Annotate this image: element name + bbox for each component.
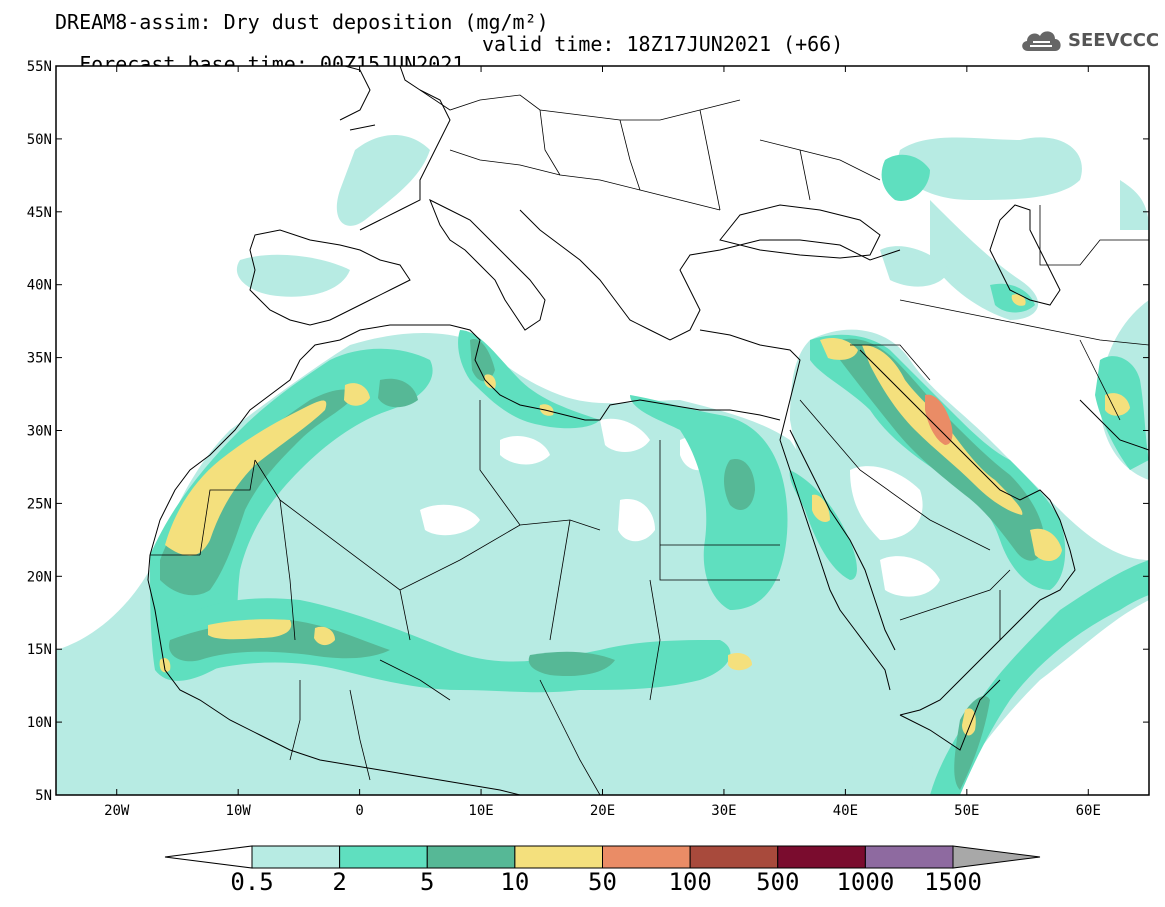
lon-label: 20E [590,803,615,819]
lon-label: 0 [355,803,363,819]
colorbar-max-arrow [952,845,1041,869]
coastlines [147,66,1149,795]
colorbar-swatch [251,845,341,869]
colorbar-label: 2 [332,868,346,896]
colorbar-label: 1000 [836,868,894,896]
colorbar-swatch [864,845,954,869]
seevccc-logo: SEEVCCC [1018,24,1159,56]
colorbar-label: 50 [588,868,617,896]
contour-level-50-100 [925,394,953,445]
lat-label: 50N [27,132,52,148]
lon-label: 10W [226,803,252,819]
contour-gaps [420,418,940,597]
colorbar-swatch [777,845,866,869]
colorbar-label: 10 [500,868,529,896]
colorbar-label: 500 [756,868,799,896]
lat-label: 25N [27,496,52,512]
lat-label: 20N [27,569,52,585]
cloud-icon [1022,31,1061,51]
lon-label: 20W [104,803,130,819]
lat-label: 15N [27,642,52,658]
lon-label: 30E [711,803,736,819]
colorbar-swatch [514,845,603,869]
longitude-axis: 20W 10W 0 10E 20E 30E 40E 50E 60E [104,66,1101,819]
colorbar-swatch [339,845,428,869]
colorbar-swatch [426,845,516,869]
latitude-axis: 55N 50N 45N 40N 35N 30N 25N 20N 15N 10N 5N [27,59,1149,804]
colorbar: 0.5 2 5 10 50 100 500 1000 1500 [164,845,1041,896]
lat-label: 45N [27,205,52,221]
lat-label: 55N [27,59,52,75]
lat-label: 30N [27,424,52,440]
map-title: DREAM8-assim: Dry dust deposition (mg/m²… [55,10,549,34]
lat-label: 35N [27,351,52,367]
lon-label: 50E [954,803,979,819]
lon-label: 60E [1076,803,1101,819]
valid-time: valid time: 18Z17JUN2021 (+66) [482,32,844,56]
lon-label: 10E [468,803,493,819]
colorbar-label: 5 [420,868,434,896]
country-borders [150,89,1149,795]
colorbar-swatch [602,845,691,869]
lat-label: 40N [27,278,52,294]
colorbar-label: 1500 [924,868,982,896]
colorbar-label: 100 [668,868,711,896]
lat-label: 5N [35,788,52,804]
logo-text: SEEVCCC [1068,29,1160,51]
colorbar-swatch [689,845,779,869]
colorbar-min-arrow [164,845,253,869]
lat-label: 10N [27,715,52,731]
colorbar-label: 0.5 [230,868,273,896]
dust-contours [56,135,1149,795]
lon-label: 40E [833,803,858,819]
